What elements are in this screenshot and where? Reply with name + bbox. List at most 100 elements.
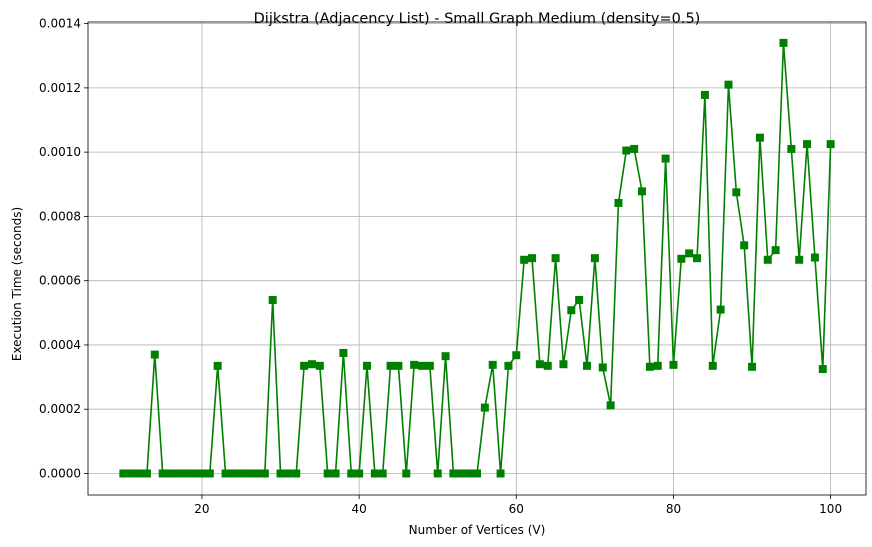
data-point [488, 360, 497, 369]
data-point [347, 469, 356, 478]
data-point [245, 469, 254, 478]
data-point [685, 249, 694, 258]
data-point [268, 295, 277, 304]
x-tick-label: 100 [819, 502, 842, 516]
data-point [370, 469, 379, 478]
data-point [205, 469, 214, 478]
data-point [606, 401, 615, 410]
data-point [826, 140, 835, 149]
data-point [213, 361, 222, 370]
data-point [700, 90, 709, 99]
data-point [732, 188, 741, 197]
y-tick-label: 0.0006 [39, 274, 81, 288]
data-point [425, 361, 434, 370]
series-layer [119, 38, 835, 478]
data-point [331, 469, 340, 478]
data-point [197, 469, 206, 478]
data-point [402, 469, 411, 478]
data-point [323, 469, 332, 478]
data-point [496, 469, 505, 478]
data-point [433, 469, 442, 478]
data-point [119, 469, 128, 478]
data-point [795, 255, 804, 264]
data-point [575, 295, 584, 304]
data-point [221, 469, 230, 478]
y-tick-label: 0.0000 [39, 466, 81, 480]
data-point [315, 361, 324, 370]
data-point [630, 144, 639, 153]
data-point [417, 361, 426, 370]
data-point [567, 306, 576, 315]
data-point [551, 254, 560, 263]
data-point [724, 80, 733, 89]
data-point [355, 469, 364, 478]
data-point [708, 361, 717, 370]
data-point [787, 144, 796, 153]
x-tick-label: 60 [509, 502, 524, 516]
y-tick-label: 0.0008 [39, 209, 81, 223]
data-point [449, 469, 458, 478]
data-point [465, 469, 474, 478]
data-point [127, 469, 136, 478]
y-tick-label: 0.0004 [39, 338, 81, 352]
data-point [190, 469, 199, 478]
data-point [386, 361, 395, 370]
data-point [810, 253, 819, 262]
data-point [779, 38, 788, 47]
data-point [520, 255, 529, 264]
data-point [284, 469, 293, 478]
data-point [755, 133, 764, 142]
data-point [174, 469, 183, 478]
data-point [771, 246, 780, 255]
data-point [528, 254, 537, 263]
x-axis-title: Number of Vertices (V) [409, 523, 546, 537]
data-point [252, 469, 261, 478]
data-point [229, 469, 238, 478]
chart-title: Dijkstra (Adjacency List) - Small Graph … [254, 11, 701, 27]
data-point [300, 361, 309, 370]
data-point [394, 361, 403, 370]
data-point [307, 360, 316, 369]
data-point [480, 403, 489, 412]
data-point [135, 469, 144, 478]
data-point [598, 363, 607, 372]
ticks: 20 40 60 80 100 0.0000 0.0002 0.0004 0.0006 0.000… [39, 17, 842, 516]
data-point [818, 365, 827, 374]
data-point [677, 254, 686, 263]
data-point [182, 469, 191, 478]
data-point [535, 360, 544, 369]
data-point [292, 469, 301, 478]
y-axis-title: Execution Time (seconds) [10, 207, 24, 361]
data-point [260, 469, 269, 478]
data-point [362, 361, 371, 370]
data-point [378, 469, 387, 478]
data-point [590, 254, 599, 263]
data-point [645, 362, 654, 371]
data-point [543, 361, 552, 370]
data-point [166, 469, 175, 478]
x-tick-label: 80 [666, 502, 681, 516]
x-tick-label: 40 [351, 502, 366, 516]
data-point [441, 352, 450, 361]
data-point [583, 361, 592, 370]
data-point [716, 305, 725, 314]
data-point [276, 469, 285, 478]
plot-frame [87, 21, 867, 496]
data-point [763, 255, 772, 264]
data-point [504, 361, 513, 370]
data-point [653, 361, 662, 370]
data-point [622, 146, 631, 155]
data-point [410, 360, 419, 369]
data-point [512, 351, 521, 360]
x-tick-label: 20 [194, 502, 209, 516]
y-tick-label: 0.0002 [39, 402, 81, 416]
data-point [339, 348, 348, 357]
data-point [638, 187, 647, 196]
data-point [669, 360, 678, 369]
y-tick-label: 0.0012 [39, 81, 81, 95]
data-point [803, 140, 812, 149]
y-tick-label: 0.0014 [39, 17, 81, 31]
data-point [142, 469, 151, 478]
